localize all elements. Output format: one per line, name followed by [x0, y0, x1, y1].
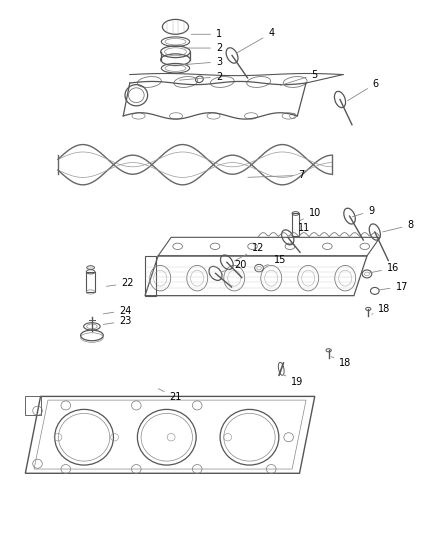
- Text: 4: 4: [237, 28, 274, 53]
- Text: 6: 6: [348, 78, 379, 101]
- Text: 2: 2: [180, 71, 222, 82]
- Text: 2: 2: [185, 43, 222, 53]
- Text: 15: 15: [263, 255, 286, 266]
- Text: 16: 16: [370, 263, 399, 273]
- Text: 8: 8: [383, 220, 413, 232]
- Text: 17: 17: [378, 281, 408, 292]
- Text: 21: 21: [159, 389, 182, 402]
- Ellipse shape: [87, 266, 95, 269]
- Text: 11: 11: [291, 223, 310, 236]
- Bar: [292, 214, 299, 236]
- Text: 7: 7: [248, 171, 305, 180]
- Text: 18: 18: [331, 357, 351, 368]
- Text: 12: 12: [234, 243, 265, 261]
- Text: 3: 3: [182, 57, 222, 67]
- Text: 20: 20: [222, 260, 247, 272]
- Bar: [86, 272, 95, 292]
- Text: 5: 5: [280, 70, 318, 85]
- Text: 23: 23: [103, 316, 131, 326]
- Text: 9: 9: [352, 206, 374, 217]
- Text: 18: 18: [372, 304, 391, 314]
- Text: 10: 10: [300, 208, 321, 221]
- Text: 1: 1: [191, 29, 222, 39]
- Text: 22: 22: [106, 278, 134, 288]
- Text: 24: 24: [103, 305, 131, 316]
- Text: 19: 19: [284, 375, 304, 386]
